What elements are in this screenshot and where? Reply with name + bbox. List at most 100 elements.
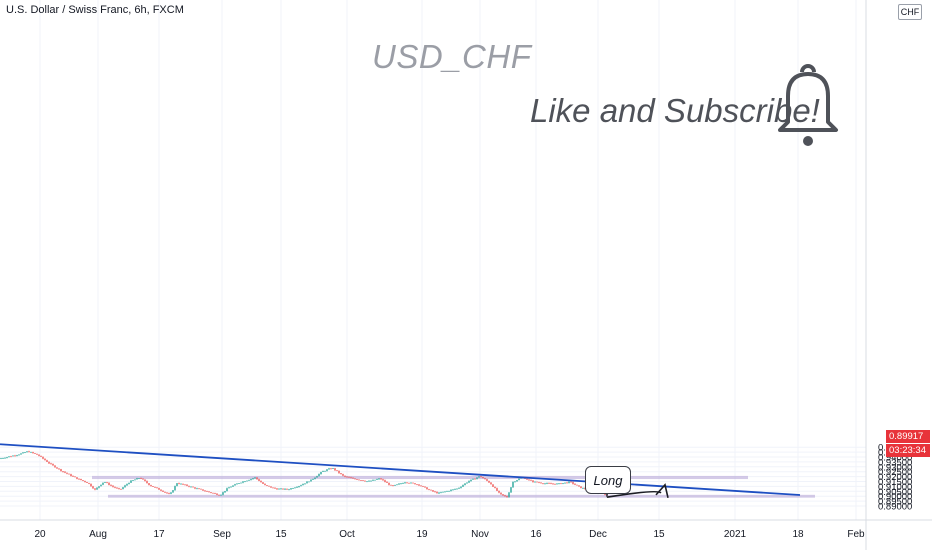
- candle-body: [314, 477, 316, 480]
- candle-body: [308, 481, 310, 483]
- y-tick-label: 0.93000: [878, 462, 912, 473]
- candle-body: [458, 487, 460, 489]
- candle-body: [332, 468, 334, 469]
- candle-body: [550, 483, 552, 485]
- candle-body: [268, 485, 270, 487]
- candle-body: [84, 480, 86, 483]
- candle-body: [552, 483, 554, 485]
- candle-body: [14, 455, 16, 457]
- candle-body: [414, 483, 416, 485]
- candle-body: [174, 486, 176, 491]
- candle-body: [68, 473, 70, 475]
- candle-body: [52, 463, 54, 466]
- candle-body: [172, 490, 174, 493]
- candle-body: [356, 479, 358, 481]
- candle-body: [484, 478, 486, 480]
- candle-body: [204, 490, 206, 492]
- candle-body: [72, 475, 74, 477]
- candle-body: [242, 481, 244, 483]
- candle-body: [188, 485, 190, 487]
- candle-body: [232, 485, 234, 487]
- candle-body: [258, 479, 260, 481]
- candle-body: [160, 489, 162, 491]
- candle-body: [508, 492, 510, 498]
- candle-body: [262, 482, 264, 484]
- candle-body: [300, 485, 302, 487]
- candle-body: [276, 488, 278, 490]
- candle-body: [230, 486, 232, 488]
- candle-body: [274, 487, 276, 489]
- candle-body: [502, 494, 504, 496]
- candle-body: [282, 488, 284, 490]
- candle-body: [380, 478, 382, 480]
- candle-body: [74, 476, 76, 478]
- y-tick-label: 0.94000: [878, 453, 912, 464]
- candle-body: [382, 479, 384, 481]
- candle-body: [96, 487, 98, 490]
- candle-body: [290, 488, 292, 490]
- candle-body: [490, 482, 492, 485]
- time-axis[interactable]: 20 Aug 17 Sep 15 Oct 19 Nov 16 Dec 15 2021 18 Feb: [34, 529, 865, 540]
- candle-body: [580, 486, 582, 489]
- candle-body: [88, 482, 90, 484]
- candle-body: [134, 479, 136, 481]
- candle-body: [312, 479, 314, 480]
- candle-body: [228, 487, 230, 489]
- candle-body: [42, 456, 44, 459]
- candle-body: [140, 478, 142, 479]
- candle-body: [90, 483, 92, 487]
- candle-body: [582, 487, 584, 489]
- y-tick-label: 0.92000: [878, 472, 912, 483]
- candle-body: [6, 457, 8, 458]
- candle-body: [538, 482, 540, 484]
- candle-body: [152, 486, 154, 487]
- currency-label: CHF: [898, 4, 922, 20]
- candle-body: [108, 482, 110, 485]
- candle-body: [224, 490, 226, 493]
- candle-body: [516, 480, 518, 482]
- candle-body: [492, 484, 494, 487]
- candle-body: [98, 486, 100, 488]
- candle-body: [528, 479, 530, 481]
- candle-body: [10, 456, 12, 458]
- candle-body: [334, 468, 336, 471]
- candle-body: [286, 488, 288, 490]
- candle-body: [218, 494, 220, 496]
- candle-body: [518, 478, 520, 481]
- candle-body: [570, 481, 572, 483]
- candle-body: [206, 491, 208, 492]
- candle-body: [410, 482, 412, 484]
- x-tick-label: Dec: [589, 529, 607, 540]
- candle-body: [112, 485, 114, 487]
- candle-body: [186, 484, 188, 486]
- candle-body: [548, 483, 550, 484]
- candle-body: [336, 470, 338, 472]
- candle-body: [488, 480, 490, 483]
- candle-body: [154, 486, 156, 488]
- candle-body: [432, 490, 434, 492]
- candle-body: [376, 479, 378, 480]
- candle-body: [194, 487, 196, 489]
- candle-body: [560, 483, 562, 485]
- candle-body: [124, 485, 126, 488]
- candle-body: [158, 488, 160, 490]
- candle-body: [302, 484, 304, 486]
- candle-body: [294, 487, 296, 489]
- candle-body: [348, 476, 350, 478]
- candle-body: [156, 487, 158, 489]
- candle-body: [202, 489, 204, 491]
- candle-body: [182, 483, 184, 485]
- zones: [92, 475, 815, 498]
- resistance-zone: [92, 475, 748, 480]
- candle-body: [184, 484, 186, 486]
- candle-body: [58, 468, 60, 470]
- candle-body: [176, 483, 178, 487]
- candle-body: [544, 483, 546, 485]
- candle-body: [248, 479, 250, 481]
- candle-body: [388, 482, 390, 485]
- candle-body: [226, 488, 228, 491]
- candle-body: [510, 487, 512, 493]
- x-tick-label: Oct: [339, 529, 355, 540]
- candle-body: [418, 484, 420, 486]
